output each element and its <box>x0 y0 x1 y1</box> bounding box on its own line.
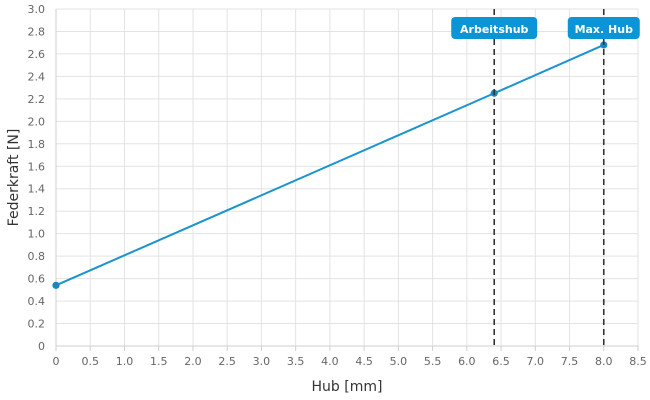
x-tick-label: 0 <box>53 355 60 368</box>
y-axis-title: Federkraft [N] <box>6 129 22 227</box>
marker-label: Arbeitshub <box>460 23 529 36</box>
x-tick-label: 4.0 <box>321 355 339 368</box>
x-tick-label: 6.5 <box>492 355 510 368</box>
x-tick-label: 0.5 <box>81 355 99 368</box>
y-tick-label: 1.2 <box>28 205 46 218</box>
x-tick-label: 7.0 <box>527 355 545 368</box>
x-tick-label: 2.5 <box>218 355 236 368</box>
y-tick-label: 1.0 <box>28 228 46 241</box>
y-tick-label: 1.8 <box>28 138 46 151</box>
series-point <box>52 281 60 289</box>
marker-badge-box <box>451 17 538 39</box>
x-tick-label: 5.5 <box>424 355 442 368</box>
x-tick-label: 8.0 <box>595 355 613 368</box>
y-tick-label: 1.6 <box>28 160 46 173</box>
y-tick-label: 2.6 <box>28 48 46 61</box>
y-tick-label: 0.8 <box>28 250 46 263</box>
y-tick-label: 2.2 <box>28 93 46 106</box>
markers: Arbeitshub Max. Hub <box>451 9 640 346</box>
y-tick-label: 1.4 <box>28 183 46 196</box>
marker-badge-box <box>567 17 640 39</box>
x-tick-label: 5.0 <box>390 355 408 368</box>
y-tick-label: 0.6 <box>28 273 46 286</box>
marker-badge: Arbeitshub <box>451 17 538 39</box>
x-tick-label: 2.0 <box>184 355 202 368</box>
y-tick-label: 2.8 <box>28 25 46 38</box>
x-axis-title: Hub [mm] <box>312 379 383 395</box>
y-tick-label: 0 <box>38 340 45 353</box>
x-tick-label: 7.5 <box>561 355 579 368</box>
y-tick-label: 2.4 <box>28 70 46 83</box>
grid <box>55 8 639 347</box>
x-tick-label: 3.5 <box>287 355 305 368</box>
x-tick-label: 1.5 <box>150 355 168 368</box>
x-tick-label: 1.0 <box>116 355 134 368</box>
marker-badge: Max. Hub <box>567 17 640 39</box>
axes: 0 0.2 0.4 0.6 0.8 1.0 1.2 1.4 1.6 1.8 2.0 2.2 2.4 2.6… <box>28 3 647 368</box>
x-tick-label: 4.5 <box>355 355 373 368</box>
y-tick-label: 3.0 <box>28 3 46 16</box>
x-tick-label: 6.0 <box>458 355 476 368</box>
y-tick-label: 2.0 <box>28 115 46 128</box>
x-tick-label: 8.5 <box>629 355 647 368</box>
x-tick-label: 3.0 <box>253 355 271 368</box>
y-tick-label: 0.2 <box>28 318 46 331</box>
marker-label: Max. Hub <box>575 23 634 36</box>
y-tick-label: 0.4 <box>28 295 46 308</box>
